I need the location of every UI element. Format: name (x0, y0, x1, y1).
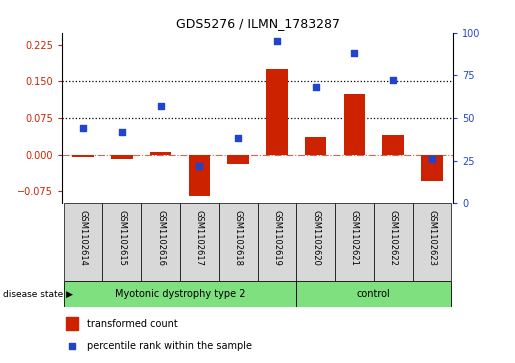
Bar (150, 152, 171, 155)
Text: GSM1102618: GSM1102618 (234, 211, 243, 266)
Point (118, 129, 126, 135)
Point (312, 84, 320, 90)
Point (350, 50, 358, 56)
Bar (219, 203, 258, 281)
Text: GSM1102616: GSM1102616 (156, 211, 165, 266)
Bar (374, 203, 413, 281)
Point (428, 156, 436, 162)
Point (79, 125, 87, 131)
Bar (111, 155, 132, 159)
Bar (335, 203, 374, 281)
Text: Myotonic dystrophy type 2: Myotonic dystrophy type 2 (115, 289, 245, 299)
Bar (383, 135, 404, 155)
Bar (413, 203, 451, 281)
Point (157, 103, 165, 109)
Bar (66, 317, 78, 330)
Text: GSM1102615: GSM1102615 (117, 211, 126, 266)
Bar (344, 94, 365, 155)
Bar (296, 203, 335, 281)
Text: GSM1102619: GSM1102619 (272, 211, 281, 266)
Point (389, 78, 397, 83)
Text: disease state ▶: disease state ▶ (3, 290, 73, 298)
Bar (296, 281, 451, 307)
Bar (258, 203, 296, 281)
Point (273, 38, 281, 44)
Title: GDS5276 / ILMN_1783287: GDS5276 / ILMN_1783287 (176, 17, 339, 30)
Text: GSM1102620: GSM1102620 (311, 211, 320, 266)
Bar (64, 281, 296, 307)
Bar (228, 155, 249, 164)
Bar (102, 203, 141, 281)
Text: GSM1102617: GSM1102617 (195, 211, 204, 266)
Bar (266, 69, 287, 155)
Text: GSM1102614: GSM1102614 (79, 211, 88, 266)
Bar (64, 203, 102, 281)
Bar (141, 203, 180, 281)
Text: transformed count: transformed count (87, 319, 178, 329)
Text: GSM1102622: GSM1102622 (389, 211, 398, 266)
Bar (73, 155, 94, 157)
Bar (421, 155, 442, 182)
Text: percentile rank within the sample: percentile rank within the sample (87, 341, 252, 351)
Text: GSM1102621: GSM1102621 (350, 211, 359, 266)
Point (195, 163, 203, 169)
Point (346, 244, 354, 250)
Point (234, 135, 242, 141)
Bar (305, 138, 327, 155)
Bar (180, 203, 219, 281)
Text: control: control (357, 289, 391, 299)
Bar (188, 155, 210, 196)
Text: GSM1102623: GSM1102623 (427, 211, 436, 266)
